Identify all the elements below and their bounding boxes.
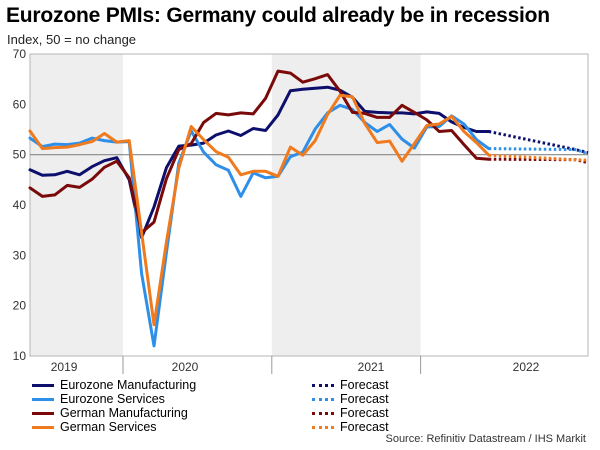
- legend-label: Eurozone Services: [60, 392, 165, 406]
- y-tick-label: 50: [13, 148, 27, 162]
- source-note: Source: Refinitiv Datastream / IHS Marki…: [385, 433, 586, 445]
- forecast-line-eurozone_manufacturing: [488, 130, 589, 155]
- legend-item-forecast-eurozone-services: Forecast: [312, 392, 389, 406]
- legend-label: Forecast: [340, 378, 389, 392]
- legend-label: Forecast: [340, 420, 389, 434]
- forecast-line-german_services: [488, 153, 589, 162]
- legend-swatch: [32, 383, 54, 387]
- legend-label: Eurozone Manufacturing: [60, 378, 197, 392]
- legend: Eurozone Manufacturing Eurozone Services…: [32, 378, 452, 434]
- legend-swatch: [32, 397, 54, 401]
- x-year-label-2021: 2021: [358, 360, 385, 374]
- legend-item-german-manufacturing: German Manufacturing: [32, 406, 188, 420]
- legend-label: German Services: [60, 420, 157, 434]
- legend-item-forecast-german-manufacturing: Forecast: [312, 406, 389, 420]
- series-line-german_services: [28, 93, 491, 327]
- legend-item-eurozone-manufacturing: Eurozone Manufacturing: [32, 378, 196, 392]
- legend-label: Forecast: [340, 406, 389, 420]
- legend-swatch: [32, 425, 54, 429]
- series-line-german_manufacturing: [28, 69, 491, 235]
- y-tick-label: 40: [13, 198, 27, 212]
- legend-item-german-services: German Services: [32, 420, 157, 434]
- legend-label: Forecast: [340, 392, 389, 406]
- legend-item-forecast-german-services: Forecast: [312, 420, 389, 434]
- plot-border: [29, 53, 589, 357]
- y-tick-label: 70: [13, 47, 27, 61]
- series-line-eurozone_manufacturing: [28, 85, 491, 240]
- forecast-line-german_manufacturing: [488, 157, 589, 165]
- y-tick-label: 10: [13, 349, 27, 363]
- chart-title: Eurozone PMIs: Germany could already be …: [6, 4, 550, 27]
- x-year-label-2019: 2019: [51, 360, 78, 374]
- legend-swatch: [312, 383, 334, 387]
- legend-swatch: [312, 397, 334, 401]
- legend-swatch: [312, 425, 334, 429]
- forecast-line-eurozone_services: [488, 147, 589, 156]
- y-tick-label: 60: [13, 97, 27, 111]
- x-year-label-2020: 2020: [172, 360, 199, 374]
- x-year-label-2022: 2022: [513, 360, 540, 374]
- legend-item-forecast-eurozone-manufacturing: Forecast: [312, 378, 389, 392]
- legend-item-eurozone-services: Eurozone Services: [32, 392, 165, 406]
- legend-swatch: [32, 411, 54, 415]
- legend-label: German Manufacturing: [60, 406, 188, 420]
- chart-subtitle: Index, 50 = no change: [7, 32, 137, 47]
- legend-swatch: [312, 411, 334, 415]
- shaded-period-0: [30, 54, 123, 356]
- y-tick-label: 30: [13, 248, 27, 262]
- y-tick-label: 20: [13, 299, 27, 313]
